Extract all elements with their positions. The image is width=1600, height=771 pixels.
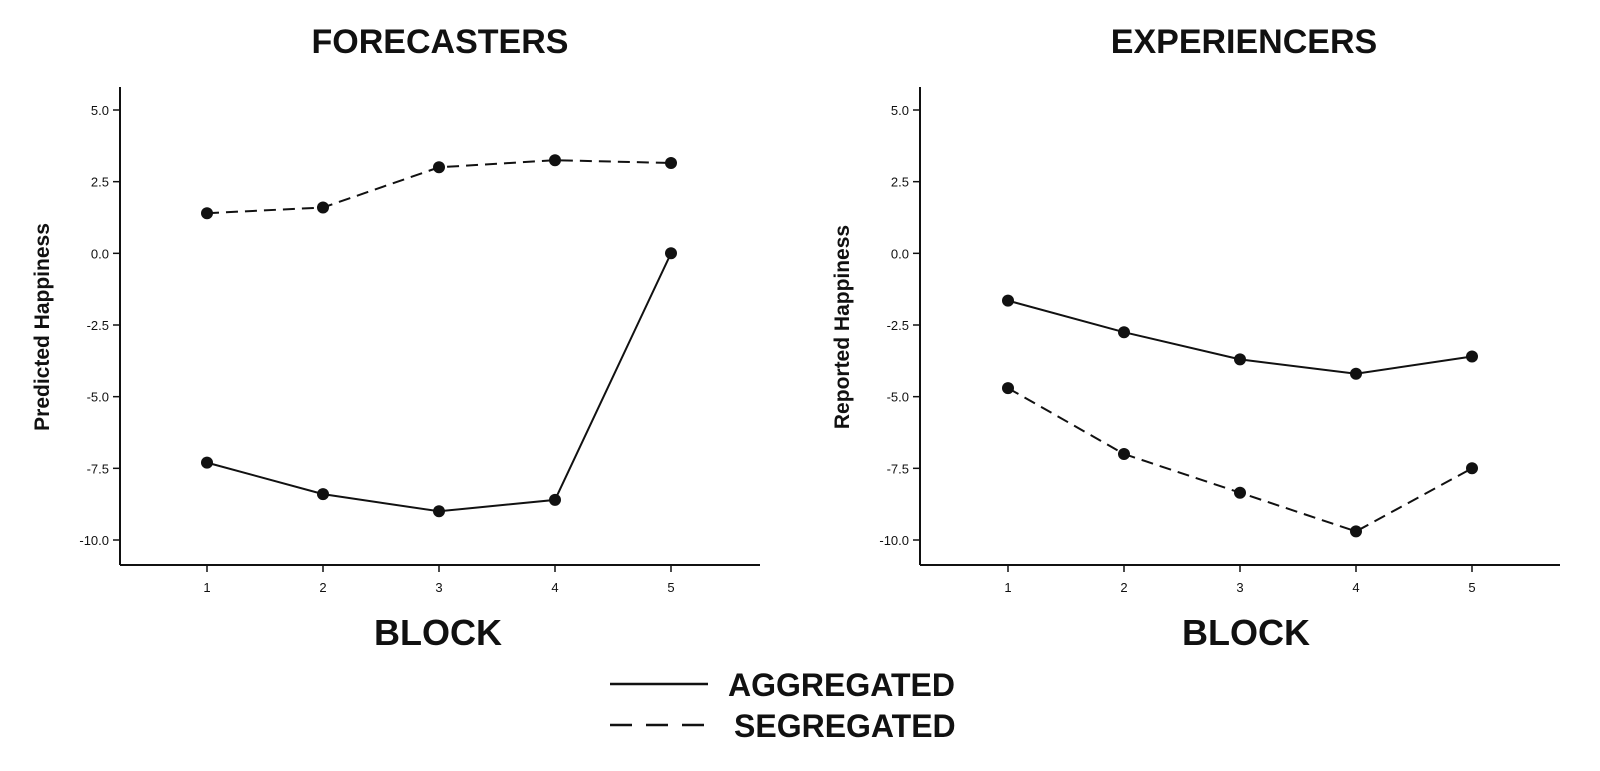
experiencers-y-axis-label: Reported Happiness <box>831 225 854 429</box>
experiencers-segregated-point-4 <box>1350 525 1362 538</box>
forecasters-x-tick-label: 5 <box>667 580 674 595</box>
experiencers-aggregated-point-4 <box>1350 367 1362 380</box>
forecasters-aggregated-line <box>206 252 672 513</box>
experiencers-y-tick-label: -5.0 <box>887 390 909 405</box>
forecasters-panel: FORECASTERS 5.0 2.5 0.0 -2.5 -5.0 -7.5 -10.0 1 2 3… <box>31 23 760 653</box>
forecasters-chart-title: FORECASTERS <box>312 23 569 61</box>
experiencers-segregated-point-5 <box>1466 462 1478 475</box>
experiencers-segregated-point-1 <box>1002 382 1014 395</box>
experiencers-y-tick-label: 5.0 <box>891 103 909 118</box>
forecasters-segregated-point-2 <box>317 201 329 214</box>
forecasters-segregated-point-4 <box>549 154 561 167</box>
forecasters-x-tick-label: 2 <box>319 580 326 595</box>
experiencers-aggregated-point-3 <box>1234 353 1246 366</box>
forecasters-x-tick-label: 4 <box>551 580 558 595</box>
experiencers-aggregated-point-1 <box>1002 294 1014 307</box>
forecasters-segregated-point-3 <box>433 161 445 174</box>
experiencers-y-tick-label: -10.0 <box>879 533 909 548</box>
experiencers-y-tick-label: -2.5 <box>887 318 909 333</box>
forecasters-y-tick-label: 0.0 <box>91 246 109 261</box>
experiencers-x-axis-label: BLOCK <box>1182 612 1310 653</box>
experiencers-segregated-point-2 <box>1118 448 1130 460</box>
experiencers-aggregated-point-2 <box>1118 326 1130 339</box>
experiencers-y-tick-label: -7.5 <box>887 461 909 476</box>
forecasters-y-axis-label: Predicted Happiness <box>31 223 54 431</box>
forecasters-y-tick-label: 2.5 <box>91 175 109 190</box>
legend-label-segregated: SEGREGATED <box>734 708 956 744</box>
forecasters-y-tick-label: -2.5 <box>87 318 109 333</box>
forecasters-aggregated-point-1 <box>201 456 213 469</box>
experiencers-segregated-line <box>1007 387 1473 533</box>
legend: AGGREGATED SEGREGATED <box>610 667 956 744</box>
forecasters-y-tick-label: -10.0 <box>79 533 109 548</box>
experiencers-y-tick-label: 2.5 <box>891 175 909 190</box>
forecasters-segregated-point-5 <box>665 157 677 169</box>
forecasters-y-tick-label: -5.0 <box>87 390 109 405</box>
experiencers-panel: EXPERIENCERS 5.0 2.5 0.0 -2.5 -5.0 -7.5 -10.0 1 2… <box>831 23 1560 653</box>
experiencers-x-tick-label: 3 <box>1236 580 1243 595</box>
experiencers-y-tick-label: 0.0 <box>891 246 909 261</box>
experiencers-x-tick-label: 2 <box>1120 580 1127 595</box>
legend-label-aggregated: AGGREGATED <box>728 667 955 703</box>
experiencers-segregated-point-3 <box>1234 486 1246 499</box>
forecasters-aggregated-point-3 <box>433 505 445 518</box>
experiencers-x-tick-label: 1 <box>1004 580 1011 595</box>
experiencers-x-tick-label: 4 <box>1352 580 1359 595</box>
experiencers-aggregated-point-5 <box>1466 350 1478 363</box>
forecasters-y-tick-label: -7.5 <box>87 461 109 476</box>
forecasters-x-tick-label: 3 <box>435 580 442 595</box>
experiencers-chart-title: EXPERIENCERS <box>1111 23 1377 61</box>
forecasters-aggregated-point-4 <box>549 493 561 506</box>
forecasters-x-tick-label: 1 <box>203 580 210 595</box>
experiencers-x-tick-label: 5 <box>1468 580 1475 595</box>
forecasters-segregated-point-1 <box>201 207 213 220</box>
forecasters-aggregated-point-2 <box>317 488 329 501</box>
forecasters-aggregated-point-5 <box>665 247 677 260</box>
forecasters-x-axis-label: BLOCK <box>374 612 502 653</box>
forecasters-y-tick-label: 5.0 <box>91 103 109 118</box>
